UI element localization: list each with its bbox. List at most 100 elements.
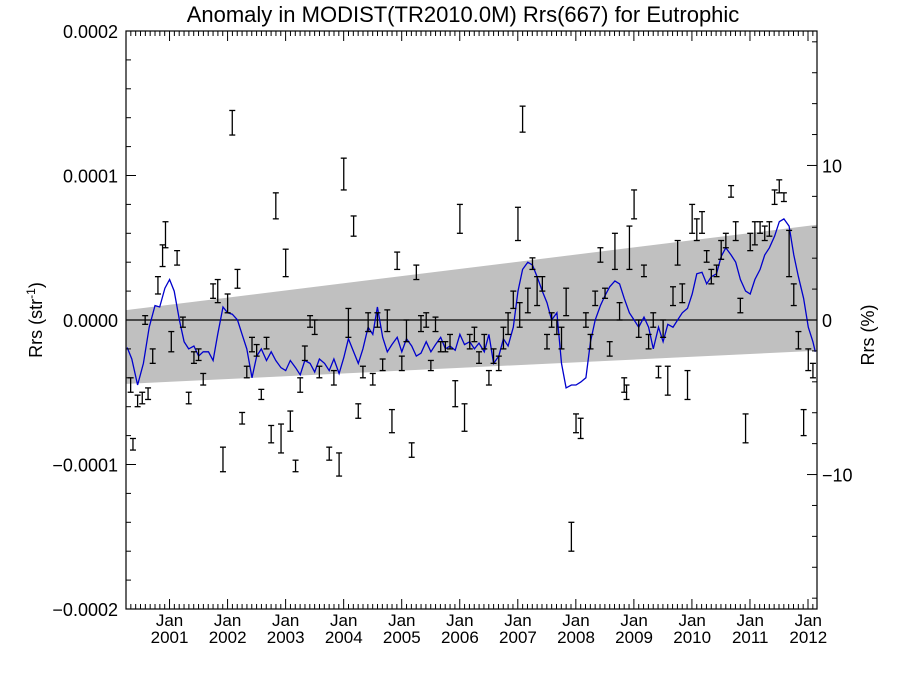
error-bar: [718, 239, 725, 260]
error-bar: [340, 157, 347, 191]
x-tick-month-label: Jan: [795, 611, 822, 630]
smoothed-line-layer: [126, 218, 816, 389]
x-tick-month-label: Jan: [330, 611, 357, 630]
error-bar: [558, 326, 565, 350]
x-tick-month-label: Jan: [214, 611, 241, 630]
error-bar: [369, 372, 376, 386]
error-bar: [142, 315, 149, 325]
error-bar: [224, 293, 231, 314]
error-bar: [432, 316, 439, 333]
error-bar: [447, 333, 454, 350]
error-bar: [297, 377, 304, 393]
error-bar: [524, 287, 531, 314]
error-bar: [611, 232, 618, 271]
error-bar: [757, 221, 764, 234]
error-bar: [219, 446, 226, 473]
error-bar: [168, 330, 175, 353]
smoothed-anomaly-line: [126, 218, 816, 389]
error-bar: [388, 408, 395, 434]
error-bar: [684, 369, 691, 401]
error-bar: [568, 521, 575, 552]
error-bar: [790, 283, 797, 307]
error-bar: [345, 307, 352, 338]
error-bar: [307, 315, 314, 328]
error-bar: [664, 365, 671, 396]
x-tick-year-label: 2009: [615, 628, 653, 647]
error-bar: [263, 336, 270, 350]
error-bar: [737, 297, 744, 314]
y2-tick-label: −10: [822, 466, 853, 486]
error-bar: [689, 203, 696, 234]
error-bar: [573, 413, 580, 434]
error-bar: [379, 358, 386, 372]
error-bar: [510, 290, 517, 310]
error-bar: [278, 423, 285, 454]
x-tick-year-label: 2007: [499, 628, 537, 647]
error-bar: [771, 189, 778, 206]
y-tick-label: −0.0002: [52, 600, 118, 620]
error-bars-layer: [127, 105, 816, 552]
y2-tick-label: 10: [822, 156, 842, 176]
error-bar: [699, 210, 706, 234]
error-bar: [442, 341, 449, 353]
error-bar: [162, 221, 169, 249]
error-bar: [563, 287, 570, 317]
error-bar: [693, 218, 700, 242]
error-bar: [553, 319, 560, 336]
error-bar: [805, 348, 812, 372]
error-bar: [239, 411, 246, 425]
error-bar: [282, 248, 289, 278]
error-bar: [660, 319, 667, 338]
y2-tick-label: 0: [822, 311, 832, 331]
error-bar: [602, 287, 609, 299]
error-bar: [742, 413, 749, 444]
y-axis-label-right: Rrs (%): [858, 305, 878, 366]
x-tick-year-label: 2005: [383, 628, 421, 647]
error-bar: [800, 408, 807, 437]
error-bar: [597, 247, 604, 263]
error-bar: [311, 319, 318, 336]
error-bar: [365, 312, 372, 333]
y-tick-label: 0.0001: [63, 167, 118, 187]
error-bar: [229, 109, 236, 136]
error-bar: [780, 192, 787, 203]
error-bar: [301, 345, 308, 362]
error-bar: [519, 105, 526, 133]
x-tick-year-label: 2003: [267, 628, 305, 647]
error-bar: [427, 359, 434, 372]
error-bar: [631, 189, 638, 220]
error-bar: [708, 268, 715, 285]
error-bar: [129, 437, 136, 451]
chart-title: Anomaly in MODIST(TR2010.0M) Rrs(667) fo…: [187, 2, 740, 27]
error-bar: [134, 394, 141, 408]
error-bar: [316, 365, 323, 379]
error-bar: [548, 312, 555, 328]
x-tick-year-label: 2002: [209, 628, 247, 647]
error-bar: [795, 330, 802, 350]
error-bar: [249, 336, 256, 353]
error-bar: [669, 286, 676, 307]
error-bar: [577, 417, 584, 440]
error-bar: [761, 225, 768, 242]
y-axis-label-sup: -1: [24, 288, 38, 299]
x-tick-year-label: 2011: [732, 628, 769, 647]
error-bar: [514, 206, 521, 242]
error-bar: [374, 312, 381, 328]
error-bar: [766, 221, 773, 237]
error-bar: [476, 351, 483, 365]
error-bar: [529, 257, 536, 271]
x-tick-month-label: Jan: [504, 611, 531, 630]
x-tick-year-label: 2012: [789, 628, 827, 647]
x-tick-month-label: Jan: [446, 611, 473, 630]
error-bar: [495, 355, 502, 372]
error-bar: [461, 403, 468, 432]
error-bar: [350, 215, 357, 237]
error-bar: [650, 312, 657, 328]
error-bar: [384, 309, 391, 333]
error-bar: [679, 283, 686, 304]
error-bar: [635, 319, 642, 338]
error-bar: [732, 221, 739, 242]
error-bar: [543, 333, 550, 350]
x-tick-month-label: Jan: [678, 611, 705, 630]
